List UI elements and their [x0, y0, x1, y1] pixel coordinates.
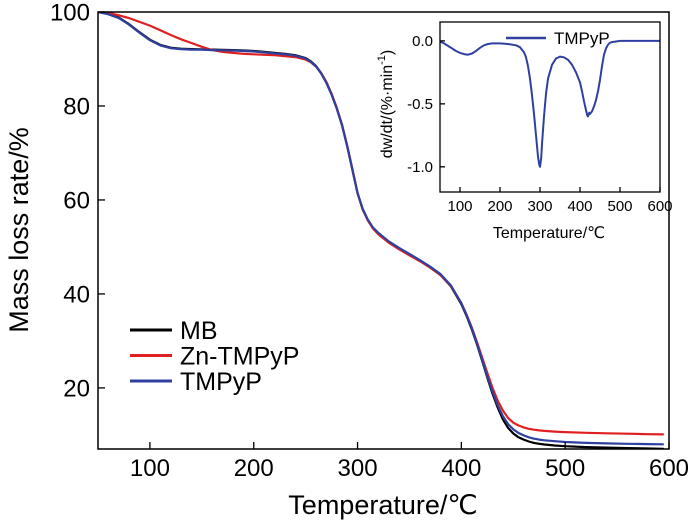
x-tick-label: 400 — [441, 455, 481, 482]
main-plot-frame — [97, 11, 670, 450]
x-tick-label: 200 — [487, 198, 512, 215]
inset-legend: TMPyP — [506, 29, 610, 48]
x-tick-label: 100 — [130, 455, 170, 482]
series-line-tmpyp — [98, 12, 664, 446]
legend-label: TMPyP — [554, 29, 610, 48]
inset-y-axis-label: dw/dt/(%·min-1) — [376, 50, 396, 158]
legend-label: TMPyP — [180, 368, 262, 396]
inset-x-axis-label: Temperature/℃ — [493, 225, 605, 242]
main-plot-area — [98, 12, 664, 449]
series-line-tmpyp — [440, 39, 660, 168]
x-tick-label: 600 — [649, 455, 689, 482]
main-x-axis-label: Temperature/℃ — [288, 490, 477, 520]
x-tick-label: 600 — [647, 198, 672, 215]
y-tick-label: 20 — [63, 375, 90, 402]
inset-chart: 100 200 300 400 500 600 0.0 -0.5 -1.0 Temperatu… — [376, 21, 673, 242]
y-tick-label: 80 — [63, 93, 90, 120]
inset-y-label-superscript: -1 — [376, 55, 388, 65]
inset-x-axis: 100 200 300 400 500 600 — [447, 187, 673, 215]
y-tick-label: -0.5 — [407, 96, 433, 113]
inset-y-label-main: dw/dt/(%·min — [379, 65, 396, 158]
x-tick-label: 500 — [607, 198, 632, 215]
legend-label: Zn-TMPyP — [180, 343, 299, 371]
y-tick-label: 40 — [63, 281, 90, 308]
legend-label: MB — [180, 317, 218, 345]
y-tick-label: 100 — [50, 0, 90, 26]
x-tick-label: 200 — [234, 455, 274, 482]
x-tick-label: 100 — [447, 198, 472, 215]
inset-plot-area — [440, 39, 660, 168]
x-tick-label: 400 — [567, 198, 592, 215]
x-tick-label: 300 — [527, 198, 552, 215]
main-y-axis-label: Mass loss rate/% — [4, 127, 34, 333]
inset-y-axis: 0.0 -0.5 -1.0 — [407, 33, 445, 176]
main-y-axis: 20 40 60 80 100 — [50, 0, 105, 402]
main-x-axis: 100 200 300 400 500 600 — [130, 442, 689, 482]
x-tick-label: 300 — [338, 455, 378, 482]
inset-y-label-end: ) — [379, 50, 396, 55]
y-tick-label: -1.0 — [407, 159, 433, 176]
y-tick-label: 60 — [63, 187, 90, 214]
y-tick-label: 0.0 — [412, 33, 433, 50]
x-tick-label: 500 — [545, 455, 585, 482]
inset-plot-frame — [439, 21, 661, 193]
main-chart: 100 200 300 400 500 600 20 40 60 80 100 Temperatu… — [4, 0, 689, 520]
